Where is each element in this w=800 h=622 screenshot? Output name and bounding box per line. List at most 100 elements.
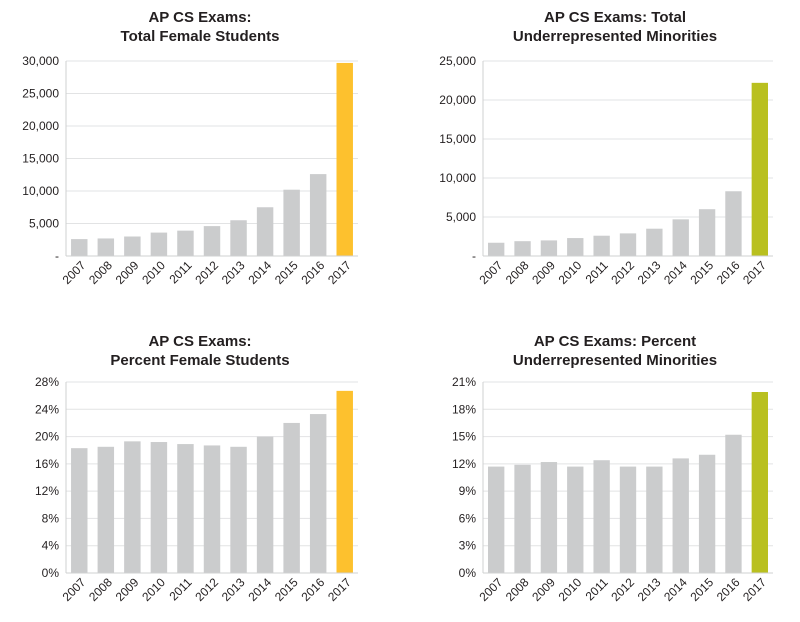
x-tick-label: 2015 <box>272 575 301 604</box>
y-tick-label: 12% <box>452 457 476 471</box>
x-tick-label: 2011 <box>166 575 194 603</box>
bar <box>488 242 505 256</box>
x-tick-label: 2017 <box>740 258 769 287</box>
x-tick-label: 2017 <box>740 575 769 604</box>
bar <box>725 434 742 573</box>
y-tick-label: 15% <box>452 430 476 444</box>
x-tick-label: 2016 <box>299 575 328 604</box>
y-tick-label: 24% <box>35 402 59 416</box>
x-tick-label: 2010 <box>556 258 585 287</box>
x-tick-label: 2010 <box>556 575 585 604</box>
bar <box>672 458 689 573</box>
bar <box>593 235 610 256</box>
x-tick-label: 2016 <box>299 258 328 287</box>
x-tick-label: 2007 <box>477 258 506 287</box>
bar <box>540 240 558 256</box>
bar-highlight <box>751 392 768 573</box>
y-tick-label: 21% <box>452 375 476 389</box>
x-tick-label: 2013 <box>635 258 664 287</box>
chart-panel-minorities-percent: AP CS Exams: Percent Underrepresented Mi… <box>415 312 800 622</box>
bar <box>97 238 115 256</box>
bar <box>567 466 584 573</box>
bar <box>567 238 584 256</box>
bar <box>124 236 141 256</box>
chart-panel-minorities-total: AP CS Exams: Total Underrepresented Mino… <box>415 0 800 310</box>
x-tick-label: 2015 <box>272 258 301 287</box>
bar <box>203 445 221 573</box>
bar <box>283 189 300 256</box>
bar <box>725 191 742 256</box>
x-tick-label: 2014 <box>245 575 274 604</box>
x-tick-label: 2012 <box>192 258 221 287</box>
bar <box>698 454 716 573</box>
x-tick-label: 2016 <box>714 258 743 287</box>
x-tick-label: 2015 <box>687 575 716 604</box>
chart-title-line-1: AP CS Exams: Total <box>544 9 686 26</box>
x-tick-label: 2009 <box>529 575 558 604</box>
bar <box>71 239 88 256</box>
x-tick-label: 2007 <box>60 258 89 287</box>
y-tick-label: 20,000 <box>439 93 476 107</box>
y-tick-label: 8% <box>42 511 60 525</box>
bar <box>514 464 531 573</box>
chart-plot: 0% 3% 6% 9% 12% 15% 18% 21% 20072008200920102011… <box>452 375 773 604</box>
x-tick-label: 2015 <box>687 258 716 287</box>
y-tick-label: 6% <box>459 511 477 525</box>
x-tick-label: 2007 <box>60 575 89 604</box>
y-tick-label: - <box>55 249 59 263</box>
x-tick-label: 2016 <box>714 575 743 604</box>
y-tick-label: 9% <box>459 484 477 498</box>
chart-title-line-1: AP CS Exams: <box>148 333 252 350</box>
x-tick-label: 2014 <box>245 258 274 287</box>
y-tick-label: 5,000 <box>446 210 476 224</box>
x-tick-label: 2013 <box>219 258 248 287</box>
bar <box>230 220 247 256</box>
bar <box>230 446 247 573</box>
bar <box>488 466 505 573</box>
chart-title-line-1: AP CS Exams: <box>148 9 252 26</box>
chart-title-line-2: Underrepresented Minorities <box>512 28 718 45</box>
chart-panel-female-percent: AP CS Exams: Percent Female Students 0% 4… <box>0 312 400 622</box>
bar <box>256 207 274 256</box>
y-tick-label: 16% <box>35 457 59 471</box>
x-tick-label: 2007 <box>477 575 506 604</box>
x-tick-label: 2012 <box>192 575 221 604</box>
bar-highlight <box>336 62 353 257</box>
chart-title: AP CS Exams: Percent Underrepresented Mi… <box>415 332 800 370</box>
chart-title-line-1: AP CS Exams: Percent <box>533 333 697 350</box>
y-tick-label: 25,000 <box>22 87 59 101</box>
y-tick-label: 10,000 <box>439 171 476 185</box>
x-tick-label: 2008 <box>503 258 532 287</box>
chart-title: AP CS Exams: Percent Female Students <box>0 332 400 370</box>
x-tick-label: 2012 <box>608 575 637 604</box>
chart-title: AP CS Exams: Total Female Students <box>0 8 400 46</box>
y-tick-label: 18% <box>452 402 476 416</box>
x-tick-label: 2008 <box>86 258 115 287</box>
x-tick-label: 2013 <box>635 575 664 604</box>
x-tick-label: 2014 <box>661 258 690 287</box>
x-tick-label: 2009 <box>529 258 558 287</box>
chart-plot: -5,00010,00015,00020,00025,0002007200820… <box>439 54 773 287</box>
bar <box>203 226 221 256</box>
bar <box>309 414 327 573</box>
x-tick-label: 2008 <box>503 575 532 604</box>
y-tick-label: 25,000 <box>439 54 476 68</box>
y-tick-label: - <box>472 249 476 263</box>
x-tick-label: 2017 <box>325 575 354 604</box>
x-tick-label: 2009 <box>113 575 142 604</box>
bar <box>593 460 610 573</box>
y-tick-label: 15,000 <box>439 132 476 146</box>
bar-highlight <box>751 82 768 256</box>
y-tick-label: 10,000 <box>22 184 59 198</box>
y-tick-label: 0% <box>42 566 60 580</box>
x-tick-label: 2014 <box>661 575 690 604</box>
chart-title-line-2: Underrepresented Minorities <box>512 352 718 369</box>
bar <box>540 462 558 573</box>
bar <box>283 422 300 573</box>
chart-title-line-2: Percent Female Students <box>110 352 290 369</box>
chart-title: AP CS Exams: Total Underrepresented Mino… <box>415 8 800 46</box>
y-tick-label: 20% <box>35 430 59 444</box>
y-tick-label: 12% <box>35 484 59 498</box>
x-tick-label: 2011 <box>583 575 611 603</box>
